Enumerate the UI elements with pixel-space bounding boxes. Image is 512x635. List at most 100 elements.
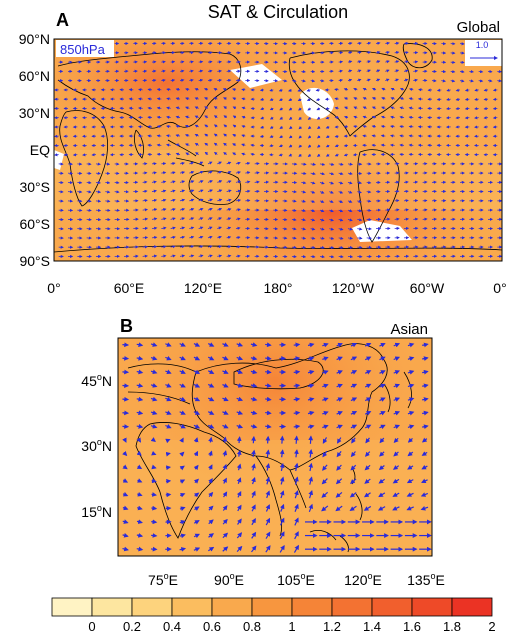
- wind-vector: [185, 152, 190, 156]
- colorbar-swatch: [291, 597, 333, 617]
- wind-vector: [207, 189, 213, 193]
- wind-vector: [378, 478, 385, 484]
- wind-vector: [336, 437, 342, 444]
- colorbar-tick-label: 0.4: [163, 619, 181, 634]
- wind-vector: [265, 517, 271, 526]
- wind-vector: [291, 236, 297, 240]
- wind-vector: [298, 153, 302, 157]
- wind-vector: [393, 397, 401, 402]
- wind-vector: [198, 254, 204, 258]
- wind-vector: [380, 115, 386, 119]
- wind-vector: [379, 383, 386, 389]
- wind-vector: [347, 218, 353, 222]
- wind-vector: [446, 97, 451, 101]
- wind-vector: [161, 208, 167, 212]
- wind-vector: [179, 424, 186, 429]
- wind-vector: [142, 180, 148, 184]
- wind-vector: [179, 207, 186, 212]
- wind-vector: [294, 503, 299, 512]
- wind-vector: [185, 115, 190, 119]
- wind-vector: [347, 51, 353, 55]
- wind-vector: [407, 410, 415, 416]
- wind-vector: [392, 506, 400, 511]
- wind-vector: [86, 190, 92, 194]
- colorbar: 0 0.2 0.4 0.6 0.8 1 1.2 1.4 1.6 1.8 2: [51, 597, 496, 634]
- wind-vector: [279, 490, 285, 499]
- wind-vector: [338, 162, 344, 166]
- wind-vector: [175, 134, 181, 138]
- wind-vector: [338, 69, 344, 73]
- wind-vector: [260, 116, 265, 120]
- wind-vector: [207, 180, 213, 184]
- lat-label-90s: 90°S: [19, 253, 50, 269]
- wind-vector: [319, 227, 325, 231]
- wind-vector: [198, 217, 204, 221]
- wind-vector: [338, 181, 344, 185]
- wind-vector: [265, 449, 271, 458]
- wind-vector: [193, 410, 201, 415]
- wind-vector: [381, 87, 386, 91]
- wind-vector: [194, 134, 199, 137]
- wind-vector: [350, 478, 357, 485]
- wind-vector: [222, 355, 229, 361]
- wind-vector: [165, 342, 172, 347]
- wind-vector: [301, 162, 307, 166]
- wind-vector: [179, 437, 184, 443]
- colorbar-swatch: [451, 597, 493, 617]
- wind-vector: [329, 190, 334, 194]
- wind-vector: [413, 60, 419, 64]
- wind-vector: [226, 226, 232, 230]
- wind-vector: [175, 152, 181, 156]
- lon-label-105e: 105oE: [277, 571, 315, 588]
- wind-vector: [399, 125, 405, 129]
- wind-vector: [408, 106, 414, 110]
- wind-vector: [151, 519, 158, 525]
- wind-vector: [105, 199, 111, 203]
- wind-vector: [236, 504, 242, 512]
- wind-vector: [399, 106, 405, 110]
- wind-vector: [265, 435, 271, 444]
- wind-vector: [165, 438, 171, 444]
- wind-vector: [364, 356, 372, 361]
- wind-vector: [366, 41, 372, 45]
- wind-vector: [122, 478, 129, 483]
- wind-vector: [198, 60, 204, 64]
- wind-vector: [347, 227, 353, 231]
- wind-vector: [310, 162, 316, 166]
- wind-vector: [217, 254, 223, 258]
- wind-vector: [364, 343, 372, 348]
- wind-vector: [319, 190, 325, 194]
- wind-vector: [193, 342, 201, 347]
- wind-vector: [347, 245, 354, 249]
- wind-vector: [310, 218, 316, 222]
- wind-vector: [375, 60, 381, 64]
- wind-vector: [474, 88, 479, 92]
- wind-vector: [338, 245, 344, 250]
- wind-vector: [422, 369, 429, 375]
- wind-vector: [150, 369, 158, 375]
- wind-vector: [335, 491, 343, 498]
- wind-vector: [301, 181, 307, 185]
- wind-vector: [179, 161, 185, 166]
- wind-vector: [208, 464, 213, 470]
- panel-b-lat-labels: 45oN 30oN 15oN: [81, 372, 112, 520]
- wind-vector: [343, 153, 349, 157]
- wind-vector: [350, 397, 358, 402]
- wind-vector: [122, 505, 129, 511]
- wind-vector: [223, 106, 227, 110]
- wind-vector: [329, 172, 335, 176]
- wind-vector: [329, 218, 334, 222]
- wind-vector: [363, 492, 371, 498]
- wind-vector: [347, 199, 353, 203]
- wind-vector: [114, 190, 120, 194]
- wind-vector: [393, 383, 401, 389]
- wind-vector: [236, 490, 242, 498]
- wind-vector: [235, 236, 241, 240]
- wind-vector: [469, 79, 474, 83]
- wind-vector: [288, 135, 293, 139]
- panel-a-low-anomaly-patch: [230, 64, 282, 88]
- wind-vector: [150, 424, 158, 429]
- wind-vector: [222, 369, 229, 374]
- lat-label-45n: 45oN: [81, 372, 112, 389]
